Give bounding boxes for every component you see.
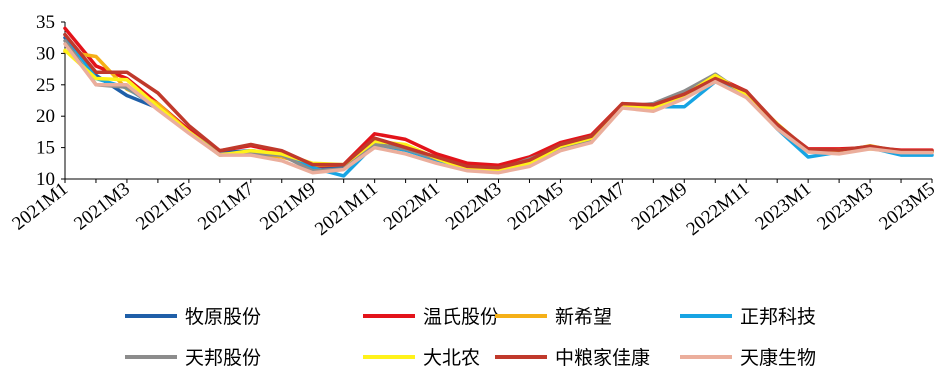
- legend-label: 温氏股份: [423, 306, 499, 328]
- x-tick-label: 2021M9: [256, 178, 320, 234]
- x-tick-label: 2023M1: [752, 178, 816, 234]
- y-tick-label: 35: [36, 12, 55, 33]
- series-line: [63, 32, 934, 170]
- chart-axes: 1015202530352021M12021M32021M52021M72021…: [8, 12, 939, 240]
- x-tick-label: 2021M7: [194, 178, 258, 234]
- x-tick-label: 2022M7: [566, 178, 630, 234]
- legend-label: 中粮家佳康: [555, 347, 650, 367]
- y-tick-label: 10: [36, 169, 55, 190]
- legend-label: 牧原股份: [185, 306, 261, 328]
- x-tick-label: 2023M5: [875, 178, 939, 234]
- y-tick-label: 20: [36, 106, 55, 127]
- legend-label: 天康生物: [740, 347, 816, 367]
- x-tick-label: 2021M3: [70, 178, 134, 234]
- y-tick-label: 15: [36, 138, 55, 159]
- x-tick-label: 2022M3: [442, 178, 506, 234]
- series-line: [63, 32, 934, 178]
- y-tick-label: 30: [36, 43, 55, 64]
- legend-label: 正邦科技: [740, 306, 816, 328]
- legend-label: 大北农: [423, 347, 480, 367]
- y-tick-label: 25: [36, 75, 55, 96]
- x-tick-label: 2022M5: [504, 178, 568, 234]
- x-tick-label: 2022M1: [380, 178, 444, 234]
- legend-label: 天邦股份: [185, 347, 261, 367]
- x-tick-label: 2022M9: [628, 178, 692, 234]
- chart-series: [63, 26, 934, 178]
- x-tick-label: 2021M11: [311, 178, 382, 240]
- x-tick-label: 2021M5: [132, 178, 196, 234]
- x-tick-label: 2023M3: [813, 178, 877, 234]
- legend-label: 新希望: [555, 306, 612, 328]
- series-line: [63, 42, 934, 175]
- x-tick-label: 2022M11: [683, 178, 754, 240]
